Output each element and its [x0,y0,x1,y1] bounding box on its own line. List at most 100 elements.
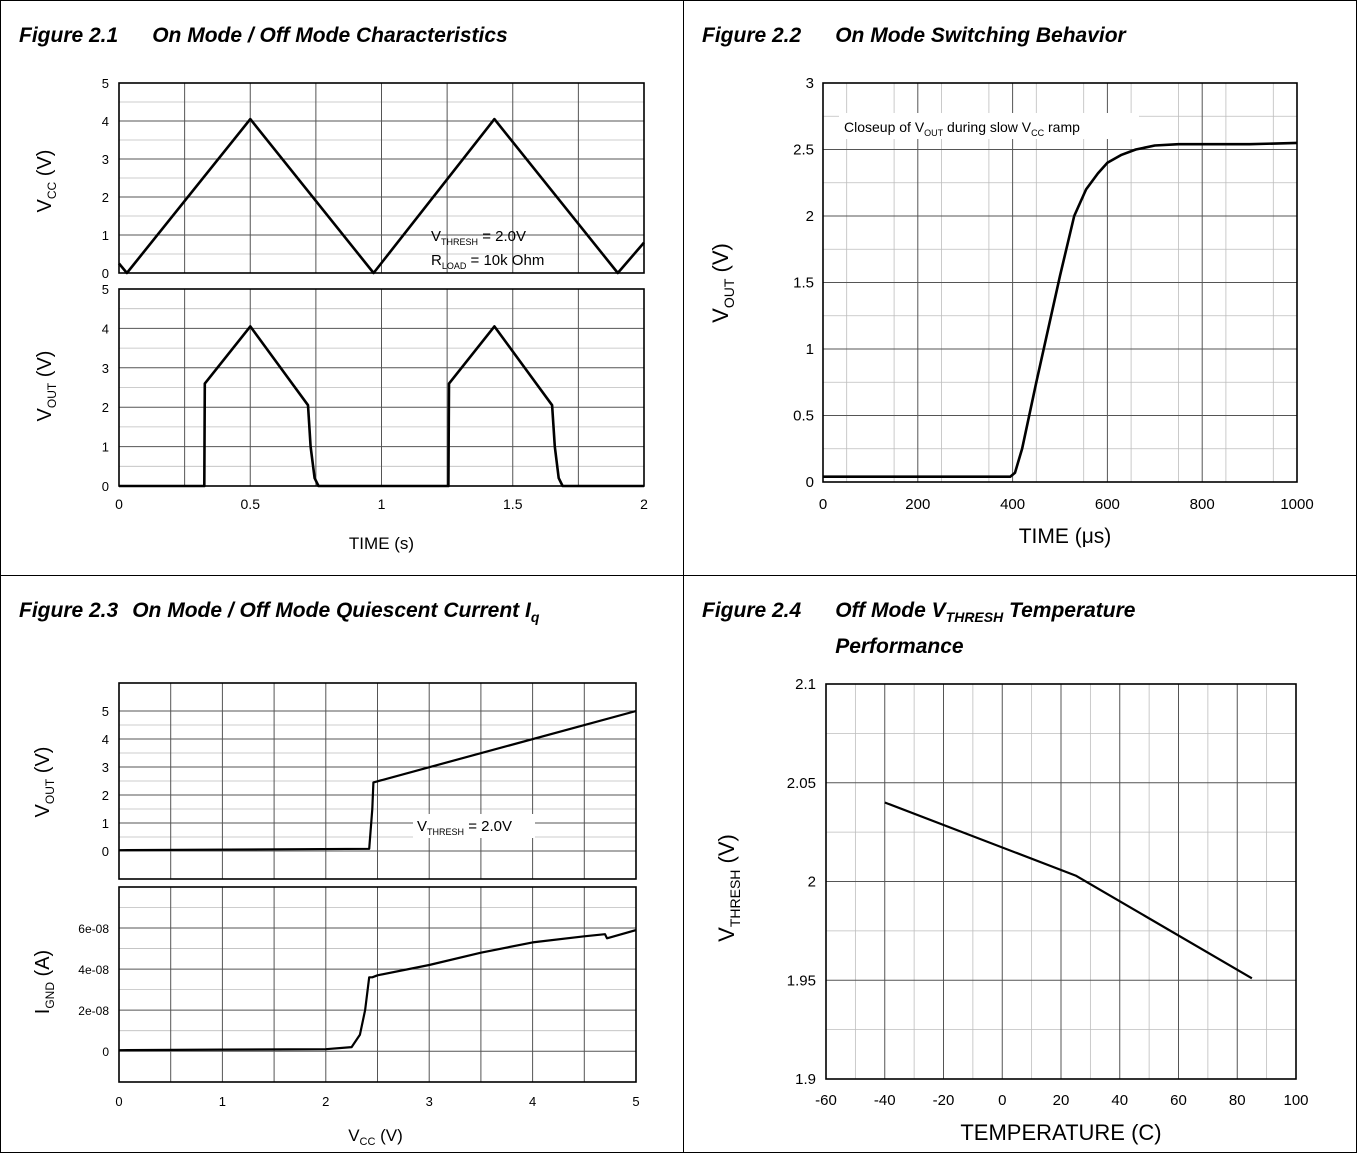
fig4-frame [825,683,1297,1080]
fig2-annotation-part: ramp [1044,119,1080,135]
fig2-xtick-label: 0 [819,496,827,513]
fig3-top-ytick-label: 5 [102,704,109,719]
fig1-xaxis-title: TIME (s) [349,534,414,553]
figure-2-2-title: Figure 2.2 On Mode Switching Behavior [702,21,1126,51]
fig3-bottom-ytick-label: 4e-08 [78,963,109,977]
fig2-frame [822,82,1298,483]
fig3-top-frame [118,682,637,880]
fig3-xaxis-title-part: (V) [375,1126,402,1145]
fig4-xtick-label: -20 [933,1092,955,1109]
fig1-bottom-yaxis-title-part: (V) [34,351,56,383]
fig4-xtick-label: 0 [998,1092,1006,1109]
fig2-xtick-label: 800 [1190,496,1215,513]
fig1-top-ytick-label: 2 [102,190,109,205]
fig1-annotation-vthresh: VTHRESH = 2.0V [431,228,526,247]
fig4-ytick-label: 1.95 [787,972,816,989]
fig2-ytick-label: 0 [806,474,814,491]
fig3-top-yaxis-title-part: OUT [43,778,57,804]
fig1-top-yaxis-title-part: (V) [34,150,56,182]
fig2-series-line [823,141,1298,479]
fig3-xaxis-title-part: CC [360,1136,376,1148]
figure-2-2-name: On Mode Switching Behavior [835,24,1126,47]
fig1-bottom-yaxis-title-part: OUT [45,382,59,408]
fig4-xtick-label: 100 [1283,1092,1308,1109]
fig3-xaxis-title-part: V [348,1126,360,1145]
fig4-xtick-label: 20 [1053,1092,1070,1109]
figure-2-3-name-sub: q [530,609,540,626]
figure-2-2-number: Figure 2.2 [702,24,802,47]
fig3-bottom-yaxis-title-part: I [32,1009,54,1015]
fig2-plot-area [822,82,1298,483]
fig1-xtick-label: 0 [115,496,123,512]
fig3-top-ytick-label: 3 [102,760,109,775]
fig2-yaxis-title: VOUT (V) [708,243,737,323]
figure-2-1-number: Figure 2.1 [19,24,119,47]
fig4-xtick-label: -40 [874,1092,896,1109]
fig3-annotation-bg [413,814,535,838]
fig3-bottom-frame [118,886,637,1083]
fig1-bottom-ytick-label: 3 [102,361,109,376]
fig1-xtick-label: 1.5 [503,496,523,512]
fig2-ytick-label: 2.5 [793,142,814,159]
figure-2-1-name: On Mode / Off Mode Characteristics [152,24,508,47]
figure-2-3-name-text: On Mode / Off Mode Quiescent Current I [132,599,531,622]
figure-2-4-name-pre: Off Mode V [835,599,946,622]
fig3-xaxis-title: VCC (V) [348,1126,403,1148]
fig1-top-ytick-label: 0 [102,266,109,281]
fig4-yaxis-title-part: (V) [714,834,739,869]
figure-2-3-name: On Mode / Off Mode Quiescent Current Iq [132,596,539,632]
fig1-annotation-vthresh-part: = 2.0V [478,228,526,245]
fig2-xaxis-title: TIME (μs) [1019,525,1112,548]
fig3-xtick-label: 4 [529,1094,536,1109]
fig3-top-yaxis-title-part: V [32,803,54,817]
figure-2-4-title: Figure 2.4 Off Mode VTHRESH Temperature Pe… [702,596,1135,662]
fig3-bottom-yaxis-title-part: GND [43,982,57,1009]
fig1-annotation-vthresh-part: THRESH [441,237,478,247]
fig4-ytick-label: 2 [808,874,816,891]
figure-2-4-name-post: Temperature [1003,599,1136,622]
fig2-ytick-label: 0.5 [793,408,814,425]
fig2-ytick-label: 3 [806,75,814,92]
fig4-ytick-label: 2.1 [795,676,816,693]
figure-2-1-panel: Figure 2.1 On Mode / Off Mode Characteris… [0,0,684,576]
fig1-bottom-yaxis-title-part: V [34,407,56,421]
fig4-ytick-label: 2.05 [787,775,816,792]
fig4-ytick-label: 1.9 [795,1071,816,1088]
fig2-annotation-part: OUT [924,128,944,138]
fig1-top-ytick-label: 3 [102,152,109,167]
fig1-bottom-ytick-label: 5 [102,282,109,297]
fig2-xtick-label: 1000 [1280,496,1313,513]
fig2-ytick-label: 2 [806,208,814,225]
figure-2-3-number: Figure 2.3 [19,599,119,622]
fig3-bottom-plot-area [118,886,637,1083]
figure-2-1-title: Figure 2.1 On Mode / Off Mode Characteris… [19,21,508,51]
fig4-xtick-label: -60 [815,1092,837,1109]
fig1-bottom-ytick-label: 1 [102,440,109,455]
fig2-yaxis-title-part: OUT [721,278,737,308]
fig1-annotation-rload: RLOAD = 10k Ohm [431,252,544,271]
fig2-annotation-bg [839,113,1139,139]
fig1-top-yaxis-title-part: CC [45,181,59,199]
fig2-ytick-label: 1.5 [793,275,814,292]
fig4-series-line [884,801,1253,980]
fig3-xtick-label: 5 [632,1094,639,1109]
fig2-yaxis-title-part: V [708,308,733,323]
fig3-top-ytick-label: 1 [102,816,109,831]
fig3-xtick-label: 0 [115,1094,122,1109]
fig4-xtick-label: 40 [1111,1092,1128,1109]
fig3-top-ytick-label: 2 [102,788,109,803]
fig3-annotation-part: THRESH [427,827,464,837]
fig4-xaxis-title: TEMPERATURE (C) [960,1120,1161,1145]
fig1-top-yaxis-title: VCC (V) [34,150,59,213]
fig3-annotation: VTHRESH = 2.0V [417,818,512,837]
fig1-top-plot-area [118,82,645,275]
fig3-top-plot-area [118,682,637,880]
fig1-top-yaxis-title-part: V [34,198,56,212]
fig3-top-ytick-label: 4 [102,732,109,747]
fig3-xtick-label: 3 [426,1094,433,1109]
figure-2-4-name-sub: THRESH [945,609,1004,626]
fig2-xtick-label: 200 [905,496,930,513]
fig1-top-ytick-label: 4 [102,114,109,129]
